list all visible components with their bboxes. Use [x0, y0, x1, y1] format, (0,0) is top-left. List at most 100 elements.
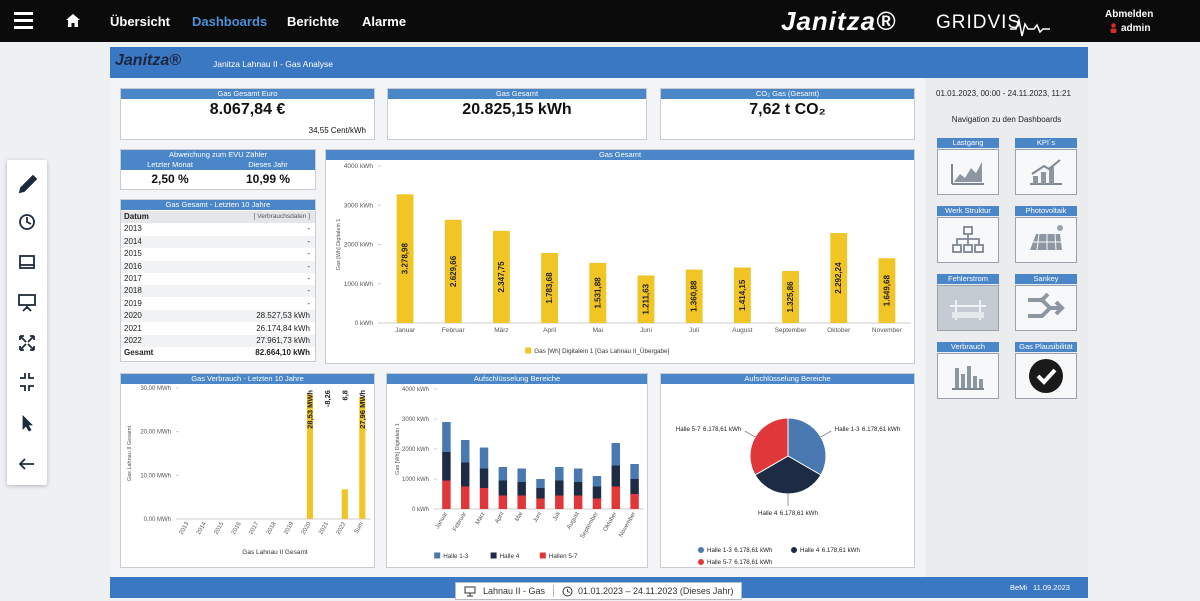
nav-item[interactable]: Alarme — [362, 14, 407, 29]
table-total: Gesamt 82.664,10 kWh — [121, 347, 315, 359]
dashboard-tile[interactable]: Photovoltaik — [1015, 206, 1077, 263]
compress-icon[interactable] — [20, 373, 34, 391]
bar — [685, 269, 703, 323]
dashboard-selector[interactable]: Lahnau II - Gas 01.01.2023 – 24.11.2023 … — [455, 582, 742, 600]
tile-icon — [1015, 217, 1077, 263]
legend-name: Halle 1-3 — [707, 547, 732, 554]
tablet-icon[interactable] — [19, 255, 35, 269]
legend-label: Gas [Wh] Digitalein 1 [Gas Lahnau II_Übe… — [534, 347, 669, 355]
tile-title: Sankey — [1015, 274, 1077, 284]
value-label: 1.360,88 — [690, 280, 699, 312]
edit-icon[interactable] — [18, 174, 38, 194]
dashboard-period: 01.01.2023 – 24.11.2023 (Dieses Jahr) — [578, 586, 734, 596]
y-tick-label: 0 kWh — [355, 320, 374, 327]
legend-swatch — [525, 347, 532, 354]
cell: - — [307, 249, 310, 259]
value-label: -8,26 — [323, 390, 332, 407]
legend-marker — [698, 547, 704, 553]
x-tick-label: 2015 — [213, 521, 225, 536]
tile-graphic — [1029, 359, 1063, 393]
dashboard-tile[interactable]: KPI´s — [1015, 138, 1077, 195]
kpi-value: 7,62 t CO₂ — [749, 101, 826, 118]
nav-heading: Navigation zu den Dashboards — [951, 115, 1062, 124]
dashboard-tile[interactable]: Verbrauch — [937, 342, 999, 399]
legend-swatch — [490, 552, 497, 559]
column-header: [ Verbrauchsdaten ] — [253, 213, 310, 220]
dashboard-tile[interactable]: Sankey — [1015, 274, 1077, 331]
column-header-bar — [121, 160, 315, 170]
value-label: 1.783,68 — [545, 272, 554, 304]
cell: - — [307, 236, 310, 246]
tile-icon — [937, 353, 999, 399]
value-label: 1.325,86 — [786, 281, 795, 313]
period: 01.01.2023, 00:00 - 24.11.2023, 11:21 — [936, 89, 1071, 98]
dashboard-tile[interactable]: Lastgang — [937, 138, 999, 195]
nav-item[interactable]: Dashboards — [192, 14, 268, 29]
bar-segment — [498, 480, 508, 496]
legend-swatch — [539, 552, 546, 559]
table-row: 2021 26.174,84 kWh — [121, 322, 315, 335]
bar-segment — [573, 482, 583, 496]
slice-label: Halle 5-7 6.178,61 kWh — [676, 426, 742, 433]
tile-icon — [1015, 149, 1077, 195]
cell: - — [307, 298, 310, 308]
x-tick-label: November — [618, 511, 637, 538]
x-tick-label: Februar — [452, 511, 468, 532]
table-row: 2016 - — [121, 260, 315, 273]
present-icon[interactable] — [18, 294, 36, 312]
home-icon[interactable] — [66, 14, 80, 27]
x-tick-label: Juli — [552, 511, 562, 522]
slice-label: Halle 1-3 6.178,61 kWh — [835, 426, 901, 433]
panel-title: CO₂ Gas (Gesamt) — [661, 89, 914, 99]
y-axis-label: Gas Lahnau II Gesamt — [127, 425, 133, 481]
tile-graphic — [1028, 292, 1065, 318]
nav-item[interactable]: Übersicht — [110, 14, 170, 29]
dashboard-header: Janitza® Janitza Lahnau II - Gas Analyse — [110, 47, 1088, 78]
legend-name: Halle 4 — [800, 547, 820, 554]
logout[interactable]: Abmelden — [1105, 9, 1154, 20]
chart-panel: Gas Verbrauch - Letzten 10 Jahre 0,00 MWh… — [120, 373, 375, 568]
dashboard-tile[interactable]: Gas Plausibilität — [1015, 342, 1077, 399]
nav-item[interactable]: Berichte — [287, 14, 340, 29]
leader-line — [820, 430, 832, 438]
legend-value: 6.178,61 kWh — [734, 547, 773, 554]
legend-label: Halle 1-3 — [443, 553, 469, 560]
dashboard-tile[interactable]: Fehlerstrom — [937, 274, 999, 331]
y-tick-label: 4000 kWh — [402, 387, 429, 393]
bar — [306, 394, 313, 519]
slice-name: Halle 1-3 — [835, 426, 860, 433]
expand-icon[interactable] — [19, 335, 35, 351]
bar-segment — [611, 486, 621, 509]
y-axis-label: Gas [Wh] Digitalein 1 — [336, 219, 342, 271]
panel-title: Gas Gesamt - Letzten 10 Jahre — [121, 200, 315, 210]
x-tick-label: September — [580, 511, 600, 539]
clock-icon[interactable] — [19, 214, 35, 230]
pointer-icon[interactable] — [22, 415, 33, 432]
bar — [396, 194, 414, 323]
cell: - — [307, 274, 310, 283]
legend-swatch — [434, 552, 441, 559]
table-row: 2014 - — [121, 235, 315, 248]
slice-value: 6.178,61 kWh — [862, 426, 901, 433]
legend-name: Halle 5-7 — [707, 559, 732, 566]
tile-graphic — [1030, 225, 1063, 251]
bar-segment — [517, 482, 526, 496]
legend-label: Halle 5-7 6.178,61 kWh — [707, 559, 773, 566]
deviation-card: Abweichung zum EVU Zähler Letzter Monat 2,… — [120, 149, 316, 190]
cell: 82.664,10 kWh — [255, 348, 310, 358]
cell: 28.527,53 kWh — [256, 311, 310, 321]
y-tick-label: 30,00 MWh — [140, 386, 171, 392]
dashboard-tile[interactable]: Werk Struktur — [937, 206, 999, 263]
separator — [553, 585, 554, 597]
cell: 2022 — [124, 336, 142, 345]
slice-value: 6.178,61 kWh — [780, 510, 819, 517]
footer-user: BeMi — [1010, 583, 1028, 592]
deviation-value: 10,99 % — [245, 172, 291, 186]
back-icon[interactable] — [18, 458, 34, 470]
slice-label: Halle 4 6.178,61 kWh — [758, 510, 819, 517]
tile-icon — [937, 149, 999, 195]
menu-icon[interactable] — [14, 11, 34, 29]
cell: 26.174,84 kWh — [256, 323, 310, 333]
deviation-value: 2,50 % — [151, 172, 189, 186]
